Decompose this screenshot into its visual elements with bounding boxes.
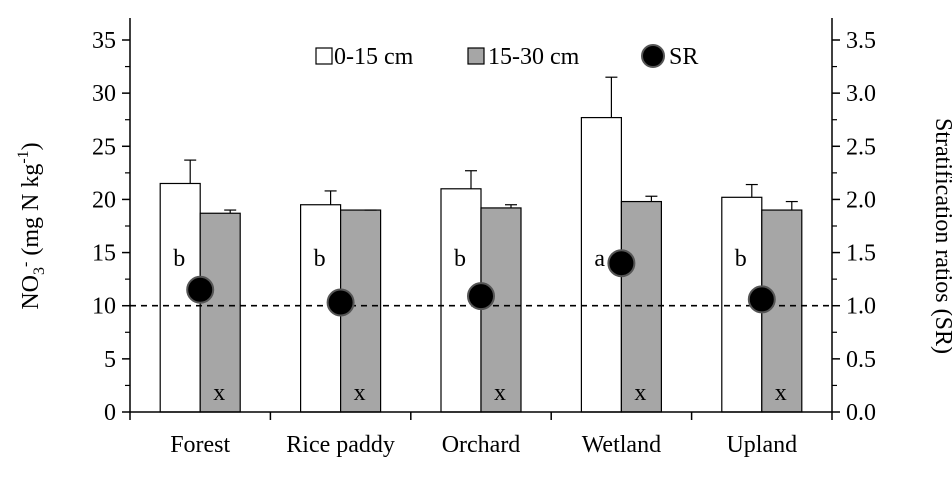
right-tick-label-0.5: 0.5 — [846, 347, 876, 373]
left-tick-label-20: 20 — [92, 187, 116, 213]
left-tick-label-30: 30 — [92, 81, 116, 107]
right-tick-label-3.5: 3.5 — [846, 28, 876, 54]
right-tick-label-0.0: 0.0 — [846, 400, 876, 426]
legend-swatch-0-15 — [315, 47, 333, 65]
significance-letter-1-4: x — [775, 380, 787, 406]
significance-letter-1-2: x — [494, 380, 506, 406]
left-axis-title-part: -1 — [15, 150, 32, 163]
left-tick-label-10: 10 — [92, 294, 116, 320]
category-label-upland: Upland — [726, 432, 797, 458]
sr-point-upland — [747, 285, 776, 314]
sr-point-forest — [186, 275, 215, 304]
right-tick-label-2.0: 2.0 — [846, 187, 876, 213]
axes-layer: 0 5 10 15 20 25 30 35 0.0 0.5 1.0 1.5 2.0 2.5 3.0 3.5 Fo… — [15, 18, 952, 458]
right-axis-title: Stratification ratios (SR) — [930, 118, 952, 354]
sr-point-rice-paddy — [326, 288, 355, 317]
significance-letter-0-2: b — [454, 246, 466, 272]
bar-sub-orchard — [480, 207, 522, 413]
left-tick-label-5: 5 — [104, 347, 116, 373]
left-axis-title-part: 3 — [31, 267, 48, 275]
right-tick-label-2.5: 2.5 — [846, 134, 876, 160]
legend-swatch-15-30 — [467, 47, 485, 65]
legend-label-sr: SR — [669, 44, 698, 70]
category-label-wetland: Wetland — [582, 432, 661, 458]
significance-letter-1-3: x — [634, 380, 646, 406]
left-tick-label-15: 15 — [92, 241, 116, 267]
legend-label-15-30: 15-30 cm — [488, 44, 580, 70]
bars-layer: b x b x b x a x b x — [159, 76, 803, 413]
significance-letter-0-0: b — [173, 246, 185, 272]
right-tick-label-1.0: 1.0 — [846, 294, 876, 320]
significance-letter-0-3: a — [594, 246, 605, 272]
right-tick-label-3.0: 3.0 — [846, 81, 876, 107]
left-axis-title-part: - — [17, 262, 34, 267]
left-axis-title-part: (mg N kg — [18, 164, 44, 256]
legend-swatch-sr — [641, 44, 665, 68]
significance-letter-1-1: x — [354, 380, 366, 406]
category-label-orchard: Orchard — [442, 432, 521, 458]
significance-letter-0-4: b — [735, 246, 747, 272]
category-label-rice-paddy: Rice paddy — [286, 432, 395, 458]
legend-label-0-15: 0-15 cm — [334, 44, 414, 70]
sr-point-wetland — [607, 249, 636, 278]
left-axis-title-part: ) — [18, 142, 44, 150]
sr-point-orchard — [467, 282, 495, 311]
significance-letter-1-0: x — [213, 380, 225, 406]
sr-points-layer — [186, 249, 776, 317]
bar-sub-wetland — [620, 200, 663, 413]
left-axis-title: NO3- (mg N kg-1) — [15, 142, 48, 309]
bar-sub-forest — [199, 212, 241, 413]
left-tick-label-25: 25 — [92, 134, 116, 160]
legend: 0-15 cm 15-30 cm SR — [315, 44, 698, 70]
significance-letter-0-1: b — [314, 246, 326, 272]
left-axis-title-part: NO — [18, 275, 44, 310]
left-tick-label-35: 35 — [92, 28, 116, 54]
category-label-forest: Forest — [170, 432, 230, 458]
right-tick-label-1.5: 1.5 — [846, 241, 876, 267]
left-tick-label-0: 0 — [104, 400, 116, 426]
